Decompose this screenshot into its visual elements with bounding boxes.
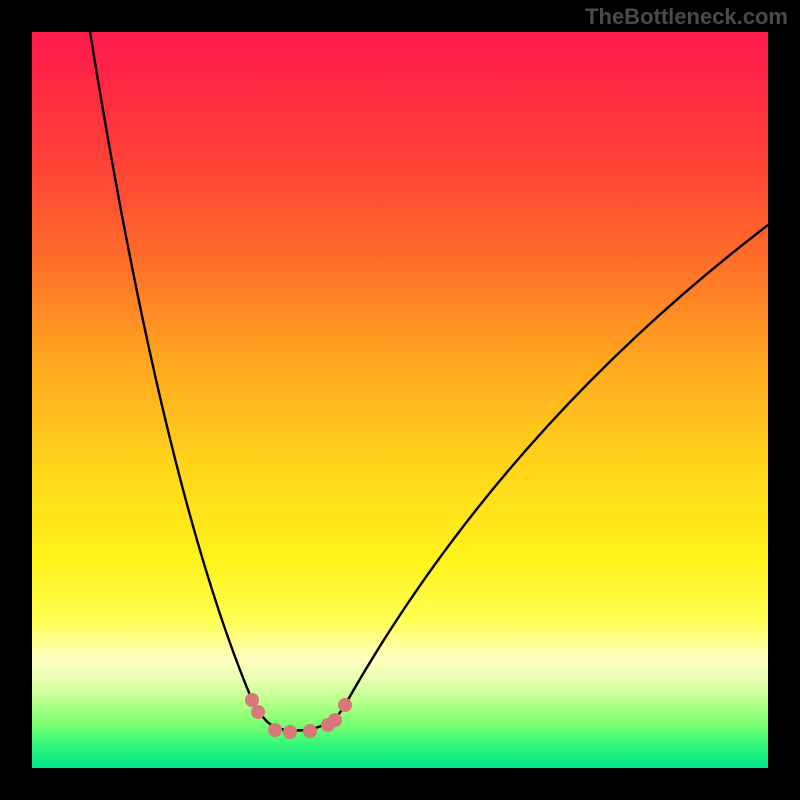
valley-marker: [303, 724, 317, 738]
valley-marker: [251, 705, 265, 719]
valley-marker: [338, 698, 352, 712]
watermark-text: TheBottleneck.com: [585, 4, 788, 30]
valley-marker: [245, 693, 259, 707]
valley-marker: [328, 713, 342, 727]
chart-container: TheBottleneck.com: [0, 0, 800, 800]
valley-marker: [268, 723, 282, 737]
chart-gradient-bg: [32, 32, 768, 768]
valley-marker: [283, 725, 297, 739]
bottleneck-chart: [0, 0, 800, 800]
